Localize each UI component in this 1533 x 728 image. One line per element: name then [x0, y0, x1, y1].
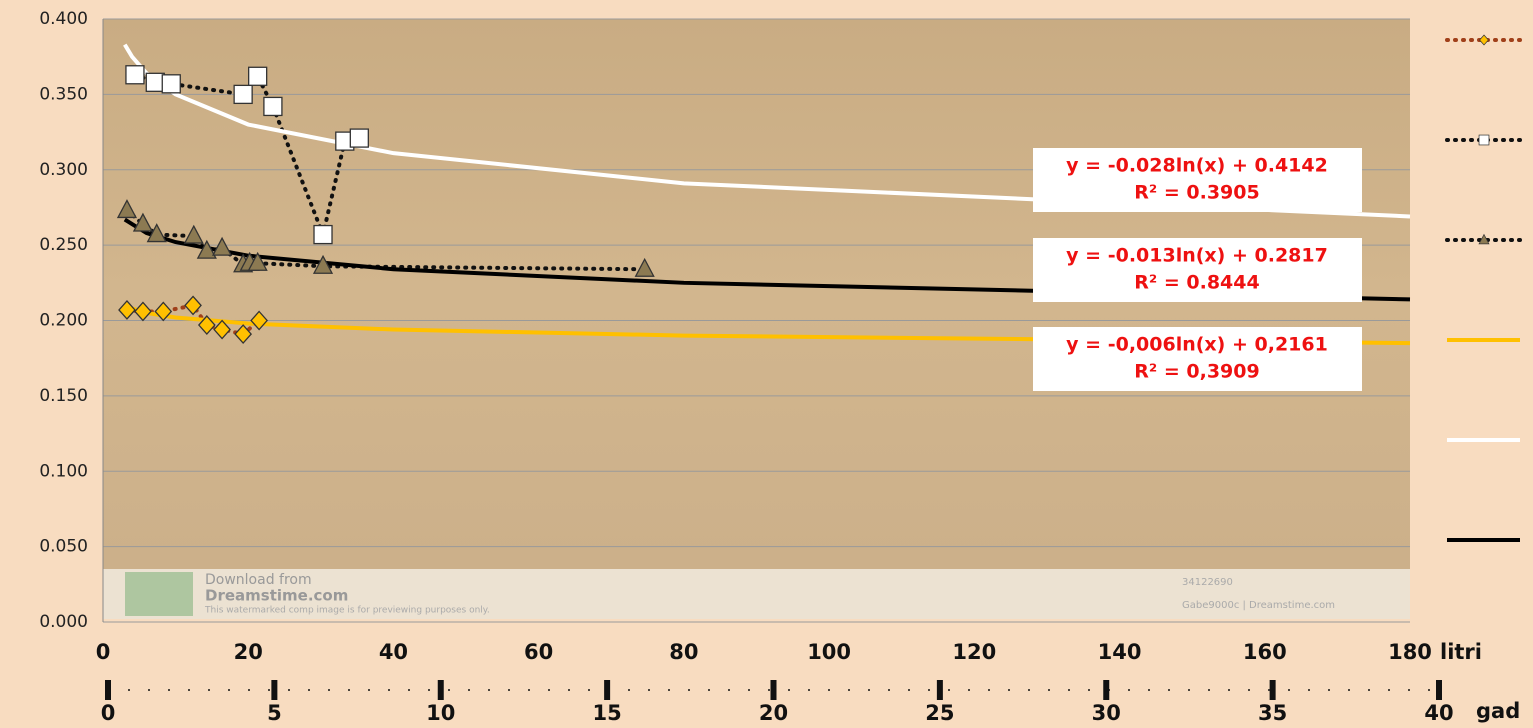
x-tick-label: 120 — [952, 640, 996, 664]
y-tick-label: 0.350 — [39, 84, 88, 104]
x2-tick-label: 20 — [759, 701, 788, 725]
annotation-text: R² = 0.3905 — [1134, 182, 1259, 204]
x-tick-label: 100 — [807, 640, 851, 664]
page: Download from Dreamstime.com This waterm… — [0, 0, 1533, 728]
x2-tick-label: 40 — [1424, 701, 1453, 725]
square-marker — [350, 129, 368, 147]
annotation-text: R² = 0,3909 — [1134, 361, 1259, 383]
square-marker — [146, 73, 164, 91]
square-marker — [264, 97, 282, 115]
y-tick-label: 0.200 — [39, 311, 88, 331]
square-marker — [249, 67, 267, 85]
x-tick-label: 140 — [1098, 640, 1142, 664]
watermark-logo — [125, 572, 193, 616]
chart: Download from Dreamstime.com This waterm… — [0, 0, 1533, 728]
annotation-text: y = -0.028ln(x) + 0.4142 — [1066, 155, 1328, 177]
x-tick-label: 0 — [96, 640, 111, 664]
x2-tick-label: 35 — [1258, 701, 1287, 725]
square-marker — [162, 75, 180, 93]
y-tick-label: 0.100 — [39, 461, 88, 481]
y-tick-label: 0.050 — [39, 537, 88, 557]
x2-tick-label: 10 — [426, 701, 455, 725]
square-marker — [126, 66, 144, 84]
annotation-text: y = -0,006ln(x) + 0,2161 — [1066, 334, 1328, 356]
y-tick-label: 0.000 — [39, 612, 88, 632]
x2-tick-label: 15 — [593, 701, 622, 725]
watermark-text: 34122690 — [1182, 577, 1233, 588]
x-tick-label: 180 — [1388, 640, 1432, 664]
x2-tick-label: 0 — [101, 701, 116, 725]
diamond-marker — [1480, 35, 1489, 45]
y-tick-label: 0.400 — [39, 9, 88, 29]
x2-tick-label: 5 — [267, 701, 282, 725]
x-tick-label: 40 — [379, 640, 408, 664]
square-marker — [314, 226, 332, 244]
watermark-text: Gabe9000c | Dreamstime.com — [1182, 600, 1335, 611]
x-tick-label: 60 — [524, 640, 553, 664]
y-tick-label: 0.300 — [39, 160, 88, 180]
x-tick-label: 20 — [234, 640, 263, 664]
watermark-text: Dreamstime.com — [205, 587, 348, 605]
x-axis-label: litri — [1440, 640, 1482, 664]
x2-axis-label: gad — [1476, 699, 1520, 723]
y-tick-label: 0.150 — [39, 386, 88, 406]
square-marker — [234, 85, 252, 103]
x2-tick-label: 25 — [925, 701, 954, 725]
square-marker — [1479, 135, 1489, 145]
y-tick-label: 0.250 — [39, 235, 88, 255]
watermark-text: This watermarked comp image is for previ… — [204, 606, 490, 616]
x-tick-label: 80 — [669, 640, 698, 664]
annotation-text: y = -0.013ln(x) + 0.2817 — [1066, 245, 1328, 267]
annotation-text: R² = 0.8444 — [1134, 272, 1259, 294]
x2-tick-label: 30 — [1092, 701, 1121, 725]
x-tick-label: 160 — [1243, 640, 1287, 664]
